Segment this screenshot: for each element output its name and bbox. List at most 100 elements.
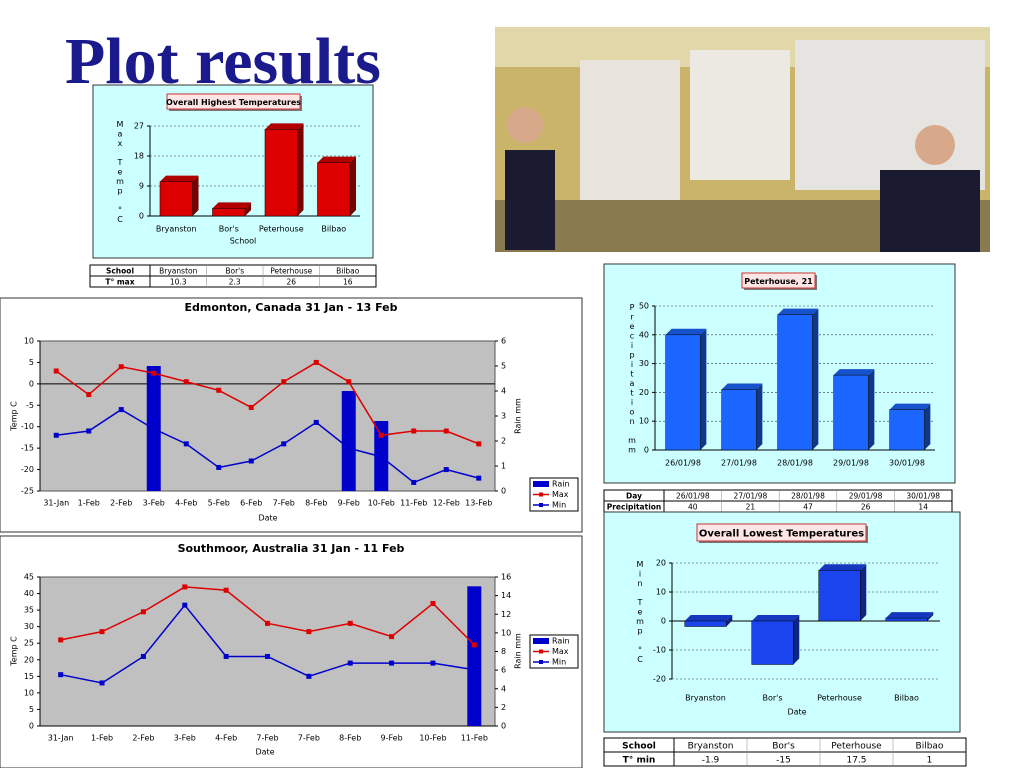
table-cell: Bryanston	[159, 267, 197, 276]
legend-label: Min	[552, 501, 566, 510]
x-tick-label: 28/01/98	[777, 459, 813, 468]
bar-side	[812, 308, 819, 450]
y2-tick-label: 10	[501, 628, 511, 637]
x-tick-label: 8-Feb	[305, 499, 327, 508]
table-cell: 30/01/98	[906, 492, 940, 501]
bar	[684, 620, 727, 627]
y-tick-label: -25	[21, 487, 34, 496]
bar-top	[684, 615, 733, 621]
point	[265, 620, 270, 626]
y-tick-label: 10	[24, 688, 34, 697]
y2-tick-label: 12	[501, 610, 511, 619]
y-tick-label: 0	[661, 617, 666, 626]
y2-tick-label: 14	[501, 591, 511, 600]
bar-side	[297, 123, 304, 216]
x-axis-title: Date	[255, 748, 274, 757]
table-cell: 26	[861, 503, 871, 512]
point	[183, 441, 189, 447]
legend-marker	[539, 660, 543, 664]
table-cell: -1.9	[702, 756, 720, 766]
bar-side	[924, 403, 931, 450]
y-tick-label: -10	[653, 646, 666, 655]
table-row-label: Precipitation	[607, 503, 662, 512]
y-tick-label: 30	[639, 359, 649, 368]
line-series	[55, 361, 480, 445]
point	[346, 379, 352, 385]
x-tick-label: Peterhouse	[817, 694, 862, 703]
point	[471, 667, 477, 673]
y-tick-label: -5	[26, 401, 34, 410]
plot-area	[39, 340, 496, 492]
point	[430, 600, 436, 606]
legend-label: Max	[552, 490, 569, 499]
point	[347, 660, 353, 666]
y-tick-label: 20	[639, 388, 649, 397]
x-tick-label: 8-Feb	[339, 734, 361, 743]
bar	[212, 208, 246, 217]
x-tick-label: 9-Feb	[381, 734, 403, 743]
point	[306, 629, 312, 635]
point	[53, 432, 59, 438]
x-tick-label: 11-Feb	[400, 499, 427, 508]
y2-axis-title: Rain mm	[514, 633, 523, 669]
bar-top	[777, 308, 819, 315]
x-tick-label: 9-Feb	[338, 499, 360, 508]
table-cell: 26/01/98	[676, 492, 710, 501]
x-tick-label: 3-Feb	[174, 734, 196, 743]
y-tick-label: 0	[29, 722, 34, 731]
y-tick-label: -10	[21, 422, 34, 431]
y-tick-label: 15	[24, 672, 34, 681]
y-axis-title: Precipitation mm	[627, 303, 636, 455]
y2-tick-label: 4	[501, 684, 506, 693]
bar-top	[889, 403, 931, 410]
table-row-label: T° min	[623, 756, 656, 766]
point	[183, 379, 189, 385]
bar	[467, 586, 482, 726]
table-cell: 1	[927, 756, 933, 766]
point	[443, 428, 449, 434]
y-tick-label: 10	[24, 337, 34, 346]
point	[430, 660, 436, 666]
bar-side	[860, 564, 867, 621]
legend-label: Max	[552, 647, 569, 656]
table-cell: 21	[746, 503, 756, 512]
x-tick-label: Bilbao	[894, 694, 919, 703]
x-tick-label: Bor's	[762, 694, 782, 703]
y-tick-label: 5	[29, 705, 34, 714]
bar	[885, 617, 928, 622]
x-tick-label: 13-Feb	[465, 499, 492, 508]
y-tick-label: 40	[24, 589, 34, 598]
point	[53, 368, 59, 374]
point	[248, 404, 254, 410]
bar	[264, 129, 298, 217]
y2-tick-label: 6	[501, 666, 506, 675]
photo	[495, 27, 990, 252]
chart-title: Overall Lowest Temperatures	[699, 529, 864, 540]
point	[281, 441, 287, 447]
title-box	[696, 523, 867, 542]
legend-marker	[539, 492, 543, 497]
table-cell: Bor's	[772, 742, 795, 752]
point	[223, 653, 229, 659]
bar	[818, 570, 861, 622]
bar	[721, 389, 757, 451]
table-header: School	[622, 742, 656, 752]
point	[151, 426, 157, 432]
point	[216, 464, 222, 470]
x-tick-label: 7-Feb	[273, 499, 295, 508]
point	[346, 445, 352, 451]
point	[118, 364, 124, 370]
x-tick-label: 7-Feb	[298, 734, 320, 743]
x-tick-label: 29/01/98	[833, 459, 869, 468]
table-cell: Bor's	[225, 267, 244, 276]
point	[378, 454, 384, 460]
legend-label: Rain	[552, 480, 570, 489]
point	[306, 673, 312, 679]
table-header: Day	[626, 492, 642, 501]
line-series	[56, 408, 479, 484]
bar-top	[751, 615, 800, 621]
bar	[159, 181, 193, 217]
x-tick-label: 7-Feb	[256, 734, 278, 743]
table-cell: Peterhouse	[270, 267, 312, 276]
x-tick-label: 2-Feb	[132, 734, 154, 743]
